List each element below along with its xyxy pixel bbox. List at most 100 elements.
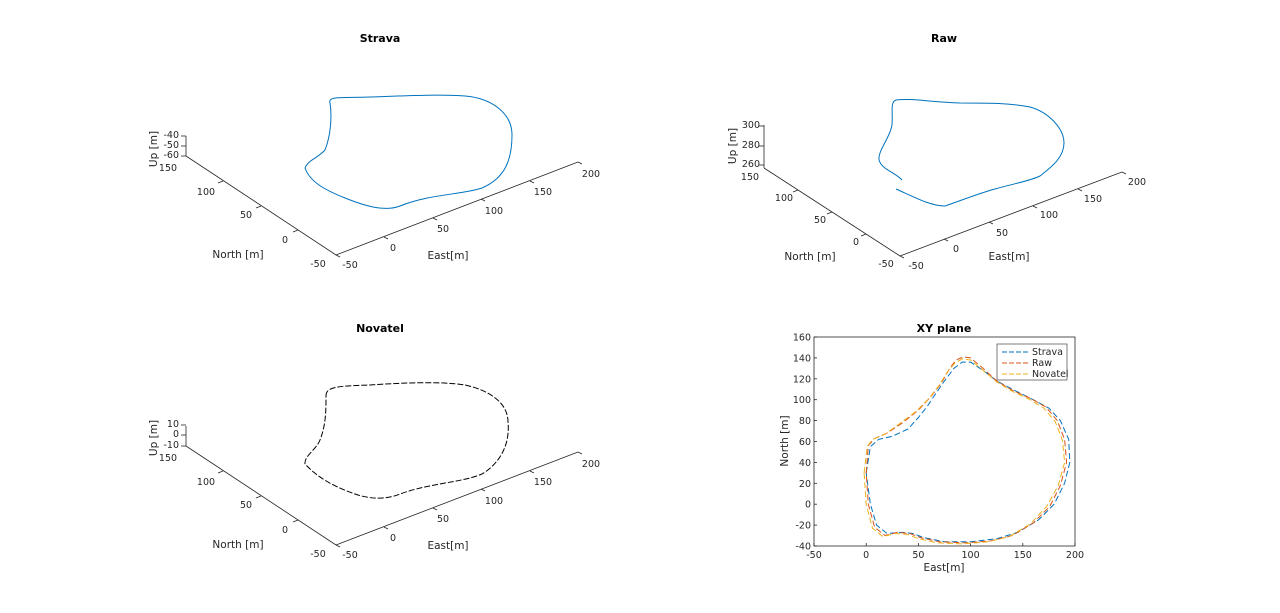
y-tick-label: 150: [159, 453, 177, 464]
y-axis-label: North [m]: [779, 415, 791, 466]
x-tick-label: 0: [390, 533, 396, 544]
x-tick-label: 150: [534, 187, 552, 198]
x-tick-label: 0: [390, 243, 396, 254]
y-axis-label: North [m]: [784, 251, 835, 263]
x-tick-label: 200: [1066, 550, 1084, 561]
z-ticks: 260 280 300: [742, 120, 764, 170]
x-tick-label: 150: [534, 477, 552, 488]
trajectory-line: [304, 382, 509, 499]
y-tick-label: 100: [197, 187, 215, 198]
z-axis-label: Up [m]: [148, 131, 160, 167]
y-tick-label: 0: [805, 500, 811, 511]
y-axis-line: [185, 445, 337, 546]
series-lines: [863, 356, 1071, 545]
y-ticks: -50 0 50 100 150: [741, 172, 894, 270]
y-axis-line: [185, 155, 337, 256]
x-axis-label: East[m]: [427, 250, 468, 262]
y-tick-label: -50: [310, 259, 326, 270]
x-tick-label: 0: [953, 244, 959, 255]
z-tick-label: -60: [163, 150, 179, 161]
y-tick-label: 140: [793, 353, 811, 364]
x-tick-label: 150: [1084, 194, 1102, 205]
panel-novatel: Novatel -50 0 50 100 150 200 -50 0 50 10…: [148, 322, 600, 561]
legend: Strava Raw Novatel: [996, 343, 1069, 381]
z-tick-label: 0: [173, 429, 179, 440]
x-axis-line: [335, 451, 579, 546]
y-tick-label: 60: [799, 437, 811, 448]
x-tick-label: 50: [996, 228, 1008, 239]
legend-label: Raw: [1032, 358, 1052, 369]
chart-title: Raw: [931, 32, 957, 45]
x-tick-label: -50: [342, 260, 358, 271]
x-axis-label: East[m]: [427, 540, 468, 552]
x-tick-label: 150: [1014, 550, 1032, 561]
y-tick-label: 0: [853, 237, 859, 248]
z-tick-label: -40: [163, 130, 179, 141]
series-line-novatel: [863, 358, 1066, 545]
z-tick-label: 280: [742, 140, 760, 151]
panel-xy-plane: XY plane -50 0 50 100 150 200 -40 -20 0 20 40 60 80…: [779, 322, 1084, 574]
y-tick-label: -50: [310, 549, 326, 560]
trajectory-line: [878, 98, 1065, 207]
y-axis-label: North [m]: [212, 539, 263, 551]
x-tick-label: -50: [908, 261, 924, 272]
series-line-raw: [865, 356, 1068, 544]
x-tick-label: 100: [962, 550, 980, 561]
y-tick-label: 20: [799, 479, 811, 490]
panel-strava: Strava -50 0 50 100 150 200 -50 0 50 100…: [148, 32, 600, 271]
x-tick-label: 50: [912, 550, 924, 561]
y-tick-label: 120: [793, 374, 811, 385]
x-tick-label: -50: [806, 550, 822, 561]
series-line-strava: [865, 361, 1071, 543]
x-tick-label: -50: [342, 550, 358, 561]
x-axis-line: [335, 161, 579, 256]
z-ticks: -10 0 10: [163, 419, 186, 451]
legend-label: Novatel: [1032, 369, 1069, 380]
x-tick-label: 100: [485, 206, 503, 217]
x-ticks: -50 0 50 100 150 200: [335, 451, 600, 561]
y-ticks: -50 0 50 100 150: [159, 163, 326, 270]
x-tick-label: 100: [1040, 210, 1058, 221]
x-tick-label: 200: [1128, 177, 1146, 188]
x-axis-line: [899, 171, 1123, 257]
x-ticks: -50 0 50 100 150 200: [899, 171, 1146, 272]
z-tick-label: 10: [167, 419, 179, 430]
y-tick-label: 160: [793, 333, 811, 344]
z-tick-label: -10: [163, 440, 179, 451]
y-tick-label: 50: [240, 500, 252, 511]
x-tick-label: 100: [485, 496, 503, 507]
legend-box: [996, 343, 1068, 381]
y-ticks: -50 0 50 100 150: [159, 453, 326, 560]
y-tick-label: -20: [795, 521, 811, 532]
y-tick-label: 150: [159, 163, 177, 174]
y-tick-label: -50: [878, 259, 894, 270]
chart-title: Novatel: [356, 322, 404, 335]
chart-title: Strava: [360, 32, 401, 45]
y-tick-label: 100: [197, 477, 215, 488]
y-tick-label: 100: [775, 193, 793, 204]
z-tick-label: 300: [742, 120, 760, 131]
x-tick-label: 50: [437, 224, 449, 235]
trajectory-line: [304, 94, 513, 209]
x-ticks: -50 0 50 100 150 200: [335, 161, 600, 271]
y-tick-label: -40: [795, 542, 811, 553]
chart-title: XY plane: [917, 322, 972, 335]
y-tick-label: 0: [282, 235, 288, 246]
z-axis-label: Up [m]: [727, 128, 739, 164]
y-tick-label: 150: [741, 172, 759, 183]
z-axis-label: Up [m]: [148, 420, 160, 456]
x-tick-label: 50: [437, 514, 449, 525]
z-tick-label: 260: [742, 159, 760, 170]
z-tick-label: -50: [163, 140, 179, 151]
y-axis-label: North [m]: [212, 249, 263, 261]
z-ticks: -60 -50 -40: [163, 130, 186, 161]
x-axis-label: East[m]: [988, 251, 1029, 263]
x-tick-label: 0: [863, 550, 869, 561]
legend-label: Strava: [1032, 347, 1063, 358]
y-tick-label: 50: [240, 210, 252, 221]
y-tick-label: 50: [814, 215, 826, 226]
y-ticks: -40 -20 0 20 40 60 80 100 120 140 160: [793, 333, 817, 553]
y-tick-label: 100: [793, 395, 811, 406]
x-tick-label: 200: [582, 169, 600, 180]
